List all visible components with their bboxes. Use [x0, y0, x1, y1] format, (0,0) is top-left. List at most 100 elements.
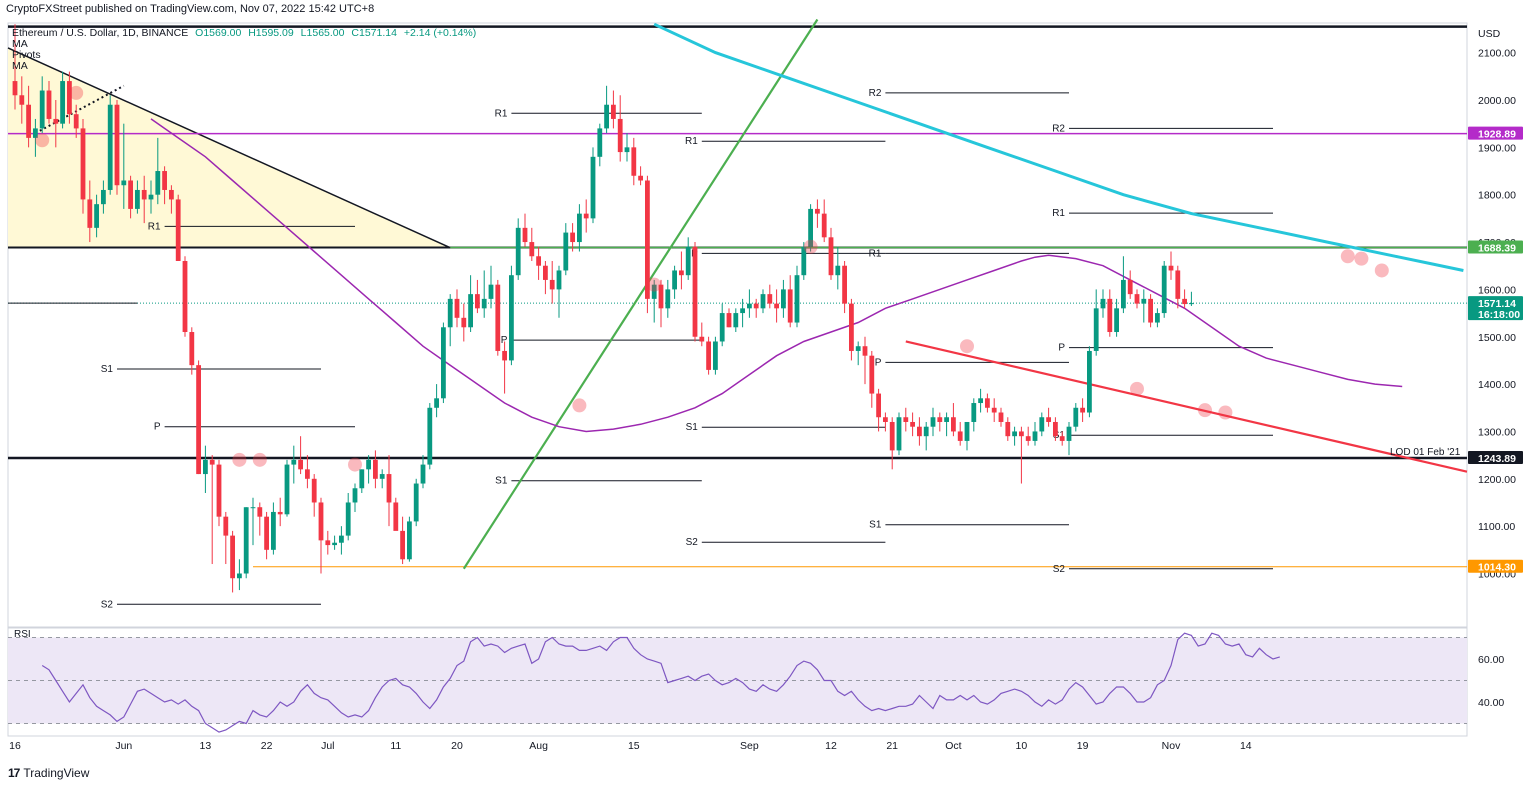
candle-body	[699, 336, 705, 342]
horizontal-levels	[8, 25, 1467, 568]
price-tag-label: 1571.14	[1478, 298, 1516, 310]
candle-body	[53, 118, 59, 124]
indicator-ma-2[interactable]: MA	[12, 60, 28, 72]
candle-body	[352, 488, 358, 503]
candle-body	[862, 346, 868, 356]
pivot-label: S1	[495, 476, 508, 487]
candle-body	[719, 313, 725, 342]
candle	[271, 502, 276, 555]
price-tag	[1468, 296, 1523, 321]
candle	[26, 85, 31, 148]
indicator-pivots[interactable]: Pivots	[12, 49, 41, 61]
candle	[413, 478, 419, 527]
candle-body	[1032, 431, 1038, 441]
tradingview-logo-icon: 17	[8, 766, 20, 780]
candle	[753, 298, 759, 318]
candle-body	[305, 469, 310, 479]
candle-body	[910, 421, 915, 427]
candle	[515, 218, 521, 280]
candle-body	[1127, 279, 1133, 295]
candle-body	[345, 502, 351, 536]
price-tick-label: 1400.00	[1478, 379, 1516, 391]
chart-legend: Ethereum / U.S. Dollar, 1D, BINANCE O156…	[12, 28, 480, 72]
pivot-label: S2	[101, 599, 114, 610]
candle-body	[849, 303, 854, 351]
time-tick-label: 13	[200, 740, 212, 752]
candle-body	[869, 355, 875, 394]
time-tick-label: 11	[390, 740, 401, 752]
candle-body	[753, 303, 759, 309]
candle-body	[359, 469, 365, 489]
candle	[135, 180, 140, 214]
candle	[400, 516, 405, 565]
candle	[257, 502, 263, 536]
time-tick-label: 15	[628, 740, 640, 752]
candle-body	[787, 289, 793, 323]
candle	[862, 336, 868, 385]
pivot-label: R1	[685, 136, 698, 147]
candle	[801, 242, 807, 280]
candle	[33, 118, 38, 157]
candle-body	[685, 246, 691, 276]
pivot-label: S1	[686, 422, 699, 433]
candle	[1189, 291, 1194, 306]
candles	[12, 24, 1194, 593]
price-axis[interactable]: 1000.001100.001200.001300.001400.001500.…	[1468, 48, 1523, 709]
candle	[509, 265, 514, 366]
candle-body	[964, 421, 970, 441]
candle-body	[12, 81, 18, 96]
ma-50-line	[150, 118, 1403, 433]
time-tick-label: 12	[825, 740, 837, 752]
price-tag	[1468, 559, 1523, 573]
candle-body	[441, 327, 446, 399]
candle-body	[46, 90, 52, 119]
price-tag-label: 1928.89	[1478, 129, 1516, 141]
candle	[828, 227, 834, 280]
pivot-label: P	[154, 422, 161, 433]
time-tick-label: Jul	[321, 740, 334, 752]
rsi-label: RSI	[14, 629, 31, 640]
candle-body	[87, 199, 93, 228]
candle	[67, 71, 72, 124]
candle	[332, 535, 337, 550]
candle	[318, 497, 324, 574]
candle-body	[645, 180, 650, 299]
candle	[563, 223, 569, 276]
price-tick-label: 1500.00	[1478, 332, 1516, 344]
candle	[141, 175, 147, 224]
candle-body	[141, 189, 147, 200]
pivot-label: R2	[1052, 123, 1065, 134]
candle	[849, 298, 854, 361]
candle	[685, 237, 691, 280]
lod-annotation: LOD 01 Feb '21	[1390, 447, 1461, 458]
price-tag-time: 16:18:00	[1478, 309, 1520, 321]
candle	[835, 246, 841, 290]
price-tick-label: 2000.00	[1478, 95, 1516, 107]
candle-body	[638, 175, 643, 181]
touch-marker	[1218, 405, 1233, 420]
candle	[237, 559, 242, 591]
time-axis[interactable]: 16 Jun 13 22 Jul 11 20 Aug 15 Sep 12 21 Oct 10 19 Nov 14	[9, 740, 1252, 752]
candle	[611, 90, 616, 129]
candle-body	[692, 246, 698, 337]
candle	[1155, 308, 1160, 328]
candle	[930, 407, 936, 437]
candle-body	[821, 213, 827, 238]
candle	[114, 100, 120, 195]
candle	[73, 104, 79, 138]
candle-body	[135, 189, 140, 209]
candle	[60, 71, 65, 129]
candle-body	[903, 417, 909, 422]
candle	[1182, 289, 1187, 309]
symbol-title: Ethereum / U.S. Dollar, 1D, BINANCE	[12, 27, 189, 39]
candle	[1012, 426, 1017, 446]
candle-body	[835, 265, 841, 276]
time-tick-label: 14	[1240, 740, 1252, 752]
indicator-ma-1[interactable]: MA	[12, 38, 28, 50]
price-tag	[1468, 451, 1523, 465]
low-value: L1565.00	[300, 27, 345, 39]
candle	[420, 455, 426, 489]
candle	[1148, 294, 1153, 328]
candle	[434, 384, 439, 418]
candle	[522, 213, 528, 247]
